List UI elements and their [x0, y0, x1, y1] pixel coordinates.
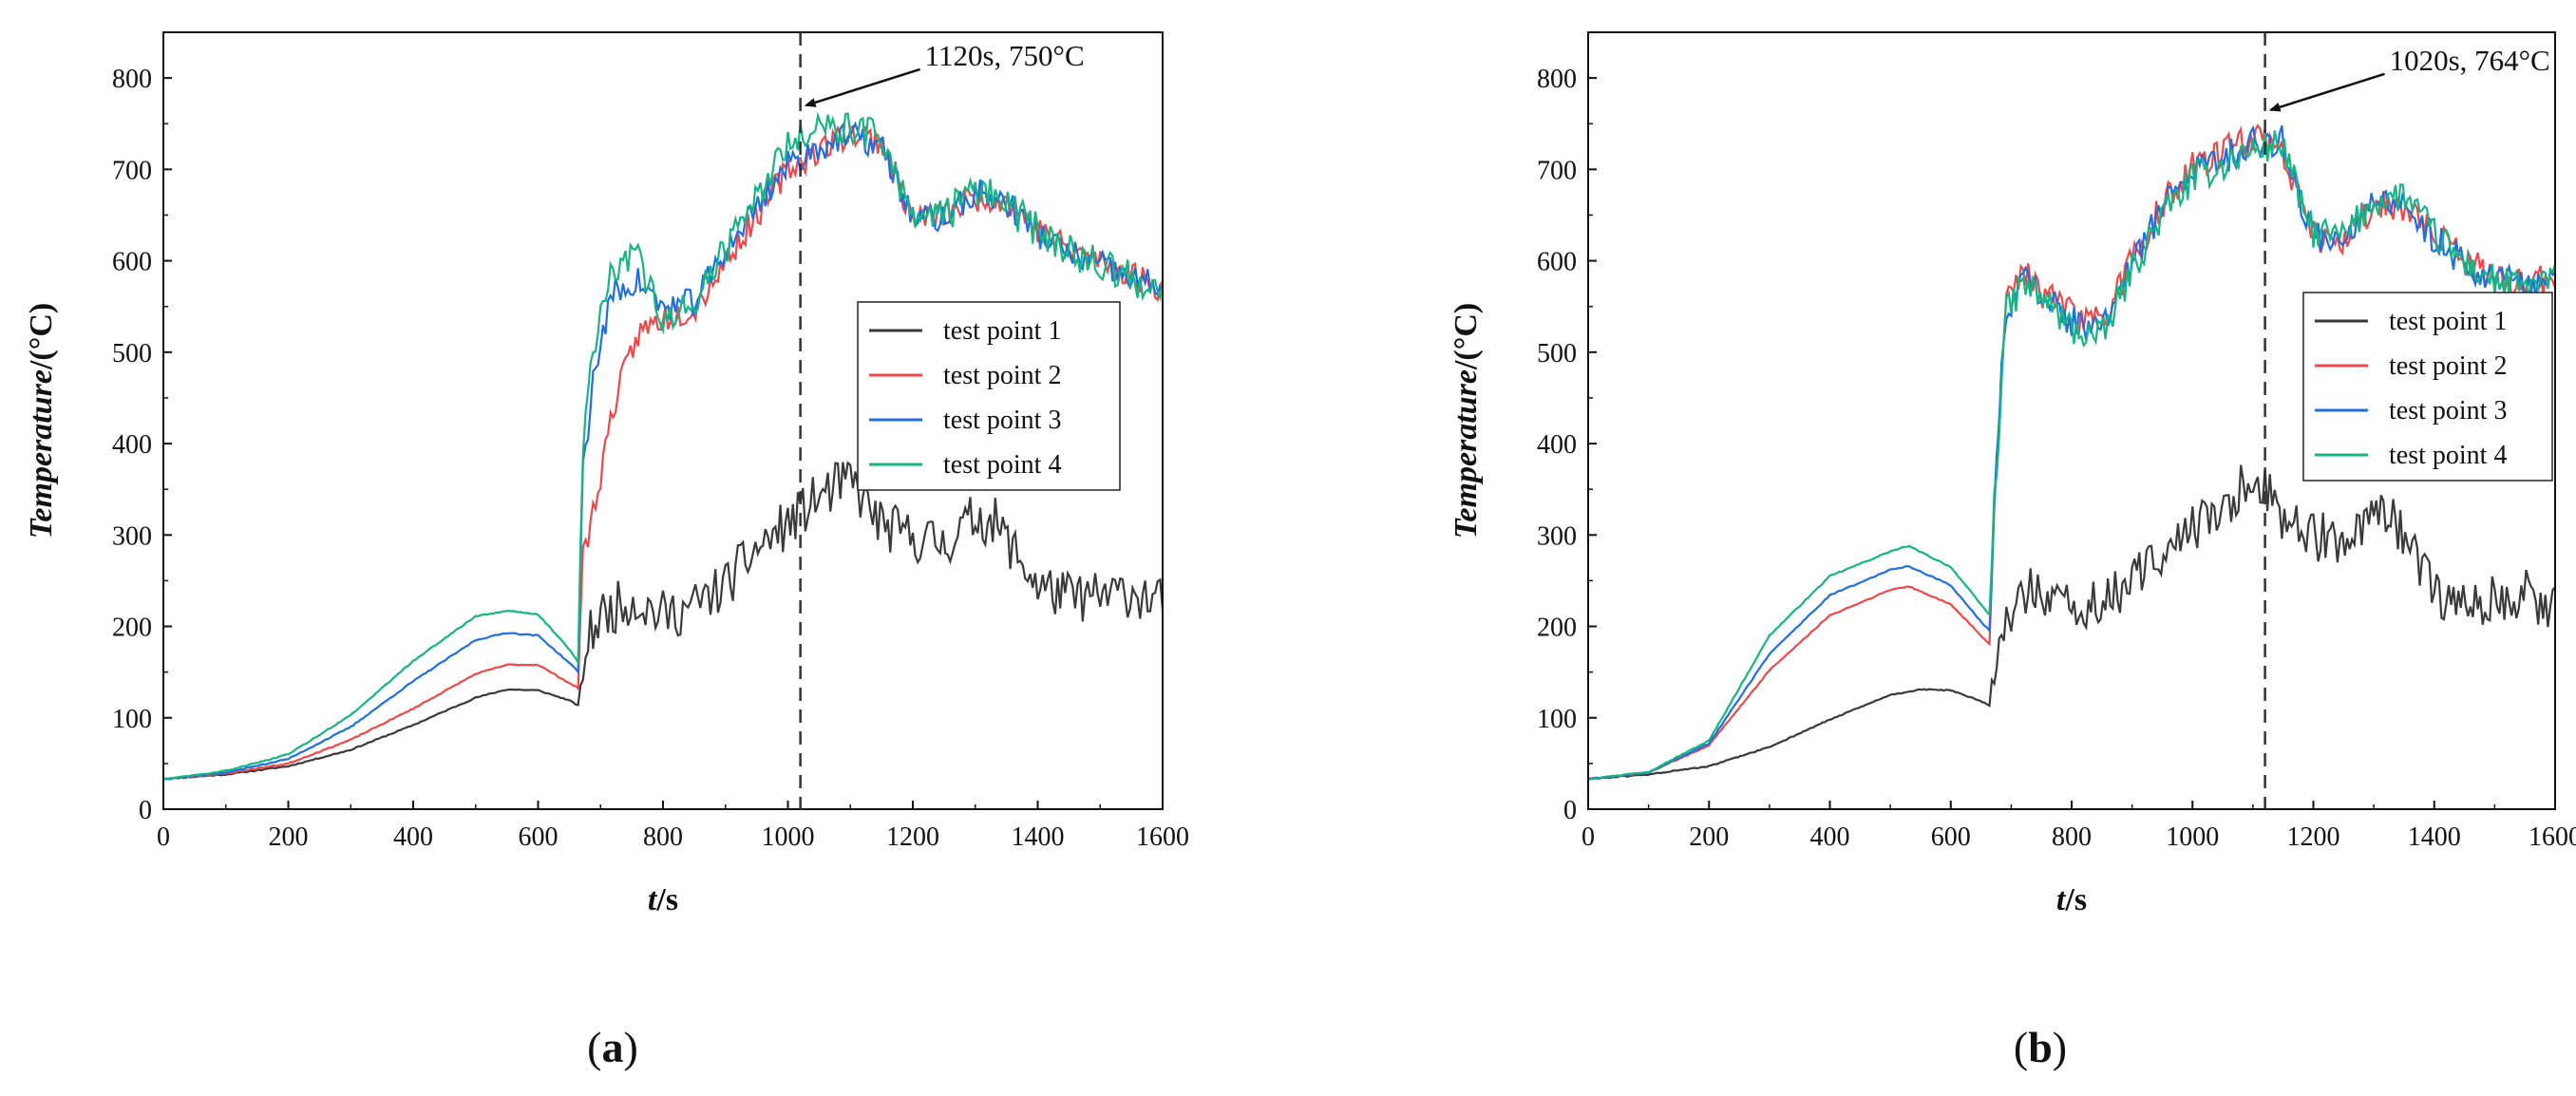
- x-tick-label: 0: [1582, 822, 1595, 852]
- y-tick-label: 800: [112, 65, 152, 94]
- legend-box: [2302, 292, 2553, 482]
- series-line-3: [162, 121, 1165, 781]
- x-tick-label: 1600: [2529, 822, 2576, 852]
- y-tick-label: 500: [1537, 339, 1577, 368]
- x-tick-label: 400: [393, 822, 433, 852]
- y-tick-label: 700: [1537, 156, 1577, 185]
- legend-label-4: test point 4: [943, 450, 1061, 480]
- legend-label-3: test point 3: [943, 406, 1061, 435]
- series-line-4: [1587, 130, 2557, 781]
- annotation-arrow: [804, 67, 921, 107]
- y-tick-label: 300: [1537, 521, 1577, 551]
- x-tick-label: 1000: [2166, 822, 2219, 852]
- x-tick-label: 200: [1689, 822, 1729, 852]
- annotation-arrow: [2268, 72, 2385, 112]
- y-tick-label: 200: [1537, 614, 1577, 643]
- y-tick-label: 100: [112, 705, 152, 734]
- x-tick-label: 1000: [762, 822, 815, 852]
- x-tick-label: 1400: [2408, 822, 2461, 852]
- x-axis-title: t/s: [2056, 882, 2087, 917]
- panel-b-label: (b): [2014, 1023, 2067, 1071]
- y-tick-label: 600: [112, 248, 152, 277]
- series-line-2: [1587, 123, 2557, 781]
- x-tick-label: 200: [269, 822, 309, 852]
- series-line-4: [162, 111, 1165, 781]
- legend-label-4: test point 4: [2389, 441, 2507, 470]
- x-tick-label: 1600: [1136, 822, 1189, 852]
- y-tick-label: 800: [1537, 65, 1577, 94]
- x-tick-label: 800: [2052, 822, 2092, 852]
- y-tick-label: 600: [1537, 248, 1577, 277]
- legend-label-2: test point 2: [943, 361, 1061, 390]
- annotation-label: 1020s, 764°C: [2390, 44, 2550, 77]
- y-tick-label: 400: [112, 430, 152, 460]
- series-line-1: [162, 461, 1165, 781]
- series-line-2: [162, 124, 1164, 781]
- legend-label-3: test point 3: [2389, 396, 2507, 425]
- y-tick-label: 400: [1537, 430, 1577, 460]
- panel-a-chart: 0 200 400 600 800 1000 1200 1400 1600 0 100 200 300 4…: [24, 31, 1189, 917]
- x-tick-label: 0: [157, 822, 170, 852]
- series-line-1: [1587, 464, 2556, 781]
- y-tick-label: 0: [1563, 796, 1577, 825]
- y-axis-title: Temperature/(°C): [1449, 303, 1484, 539]
- x-tick-label: 1200: [886, 822, 939, 852]
- y-tick-label: 700: [112, 156, 152, 185]
- series-line-3: [1587, 124, 2556, 781]
- y-tick-label: 100: [1537, 705, 1577, 734]
- panel-a-label: (a): [587, 1023, 638, 1071]
- x-axis-title: t/s: [648, 882, 678, 917]
- x-tick-label: 400: [1810, 822, 1850, 852]
- y-tick-label: 500: [112, 339, 152, 368]
- annotation-label: 1120s, 750°C: [925, 39, 1085, 72]
- panel-b-chart: 0 200 400 600 800 1000 1200 1400 1600 0 100 200 300 4…: [1449, 31, 2576, 917]
- x-tick-label: 1200: [2287, 822, 2340, 852]
- y-axis-title: Temperature/(°C): [24, 303, 59, 539]
- x-tick-label: 600: [519, 822, 559, 852]
- legend-box: [857, 301, 1121, 491]
- x-tick-label: 1400: [1012, 822, 1065, 852]
- y-tick-label: 300: [112, 521, 152, 551]
- y-tick-label: 200: [112, 614, 152, 643]
- x-tick-label: 800: [643, 822, 683, 852]
- legend-label-1: test point 1: [2389, 307, 2507, 336]
- legend-label-2: test point 2: [2389, 351, 2507, 381]
- x-tick-label: 600: [1931, 822, 1971, 852]
- y-tick-label: 0: [139, 796, 152, 825]
- legend-label-1: test point 1: [943, 316, 1061, 346]
